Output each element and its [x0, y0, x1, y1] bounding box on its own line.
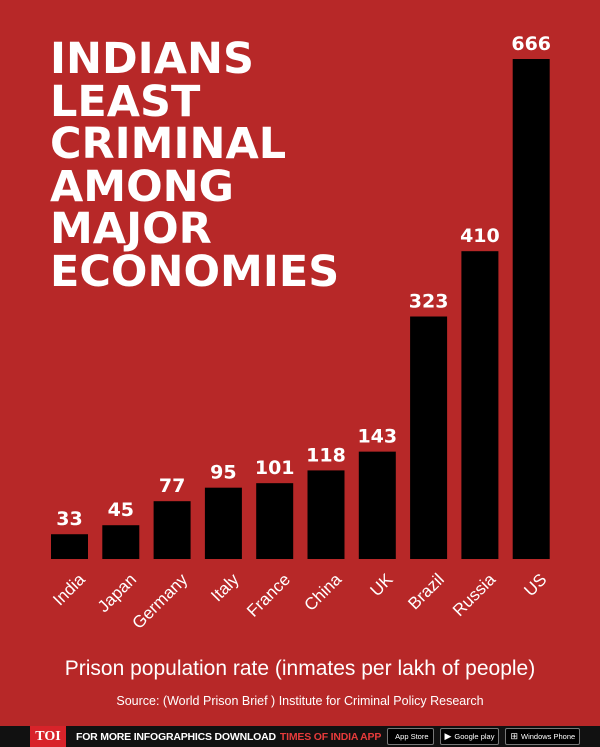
category-label-italy: Italy — [207, 570, 243, 606]
value-label-brazil: 323 — [409, 291, 449, 313]
play-icon: ▶ — [444, 731, 452, 741]
app-store-badge[interactable]: App Store — [387, 728, 434, 745]
value-label-india: 33 — [56, 508, 82, 530]
category-label-germany: Germany — [129, 570, 192, 633]
bar-japan — [102, 525, 140, 559]
value-label-china: 118 — [306, 444, 346, 466]
bars-group — [51, 59, 550, 559]
windows-phone-badge[interactable]: ⊞ Windows Phone — [505, 728, 581, 745]
value-label-japan: 45 — [108, 499, 134, 521]
bar-germany — [153, 501, 191, 559]
footer-brand-text: TIMES OF INDIA APP — [279, 730, 382, 743]
windows-phone-label: Windows Phone — [521, 732, 576, 741]
app-store-label: App Store — [395, 732, 429, 741]
value-label-us: 666 — [511, 33, 551, 55]
category-label-india: India — [49, 570, 89, 610]
value-label-germany: 77 — [159, 475, 185, 497]
bar-italy — [204, 487, 242, 559]
category-label-france: France — [243, 570, 294, 621]
bar-china — [307, 470, 345, 559]
bar-russia — [461, 251, 499, 559]
category-label-us: US — [520, 570, 550, 600]
windows-icon: ⊞ — [510, 731, 518, 741]
value-label-france: 101 — [255, 457, 295, 479]
value-label-russia: 410 — [460, 225, 500, 247]
bar-brazil — [410, 316, 448, 559]
value-label-uk: 143 — [357, 426, 397, 448]
category-label-china: China — [300, 569, 345, 614]
chart-title: Indians least criminal among major econo… — [50, 34, 340, 297]
value-label-italy: 95 — [210, 462, 236, 484]
bar-us — [512, 59, 550, 559]
bar-india — [51, 534, 88, 559]
google-play-badge[interactable]: ▶ Google play — [439, 728, 500, 745]
axis-caption: Prison population rate (inmates per lakh… — [64, 657, 536, 680]
category-label-japan: Japan — [94, 570, 140, 616]
bar-chart: 33 45 77 95 101 118 143 323 410 666 India JapanGer… — [49, 33, 551, 633]
source-note: Source: (World Prison Brief ) Institute … — [116, 694, 484, 708]
value-labels-group: 33 45 77 95 101 118 143 323 410 666 — [56, 33, 551, 530]
footer-promo-text: FOR MORE INFOGRAPHICS DOWNLOAD — [76, 730, 276, 743]
bar-france — [256, 483, 294, 559]
footer-banner: TOI FOR MORE INFOGRAPHICS DOWNLOAD TIMES… — [0, 726, 600, 747]
google-play-label: Google play — [454, 732, 495, 741]
category-label-russia: Russia — [449, 569, 500, 620]
bar-uk — [358, 451, 396, 559]
category-label-brazil: Brazil — [404, 570, 447, 613]
toi-logo: TOI — [30, 726, 66, 747]
category-label-uk: UK — [366, 569, 397, 600]
